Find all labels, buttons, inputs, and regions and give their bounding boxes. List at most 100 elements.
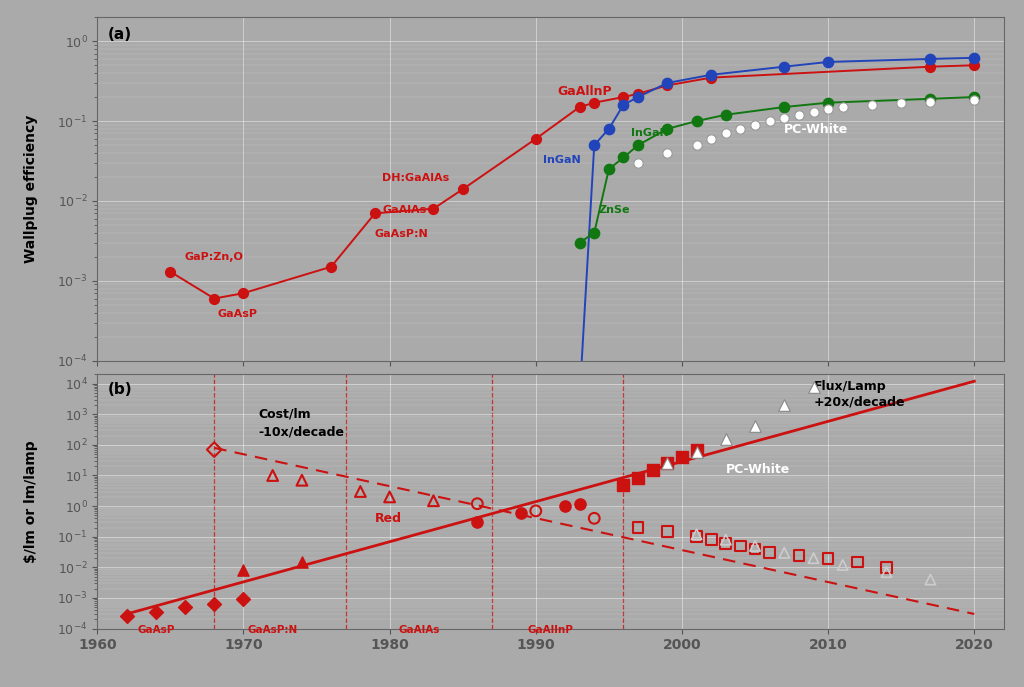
Point (659, 458, 676, 469)
Point (294, 556, 310, 567)
Text: InGaN: InGaN (543, 155, 581, 165)
Point (746, 541, 763, 552)
Text: +20x/decade: +20x/decade (813, 395, 905, 408)
Point (820, 104, 837, 115)
Point (469, 517, 485, 528)
Point (162, 267, 178, 278)
Point (746, 543, 763, 554)
Text: GaAlAs: GaAlAs (382, 205, 427, 215)
Text: ZnSe: ZnSe (599, 205, 630, 215)
Point (367, 208, 383, 219)
Point (776, 61, 793, 72)
Point (923, 574, 939, 585)
Point (586, 139, 602, 150)
Point (805, 106, 821, 117)
Point (835, 559, 851, 570)
Point (630, 139, 646, 150)
Point (688, 444, 705, 455)
Point (674, 451, 690, 462)
Point (923, 96, 939, 107)
Point (746, 421, 763, 432)
Point (703, 69, 720, 80)
Point (615, 100, 632, 111)
Point (820, 56, 837, 67)
Point (659, 458, 676, 469)
Point (966, 60, 982, 71)
Point (966, 94, 982, 105)
Point (718, 128, 734, 139)
Text: GaAllnP: GaAllnP (527, 625, 573, 635)
Point (236, 288, 252, 299)
Text: DH:GaAlAs: DH:GaAlAs (382, 172, 450, 183)
Point (718, 534, 734, 545)
Point (119, 611, 135, 622)
Point (732, 541, 749, 552)
Point (879, 567, 895, 578)
Point (381, 491, 397, 502)
Point (791, 109, 807, 120)
Text: GaAsP: GaAsP (217, 308, 257, 319)
Point (352, 486, 369, 497)
Text: GaAsP:N: GaAsP:N (375, 229, 429, 239)
Text: (a): (a) (109, 27, 132, 43)
Point (805, 381, 821, 392)
Point (688, 139, 705, 150)
Point (323, 261, 339, 272)
Point (147, 607, 164, 618)
Point (615, 480, 632, 491)
Text: GaP:Zn,O: GaP:Zn,O (185, 252, 244, 262)
Point (966, 52, 982, 63)
Text: Red: Red (375, 512, 402, 525)
Point (688, 531, 705, 542)
Point (571, 102, 588, 113)
Point (630, 88, 646, 99)
Point (236, 594, 252, 605)
Point (425, 203, 441, 214)
Point (513, 508, 529, 519)
Point (718, 109, 734, 120)
Point (923, 93, 939, 104)
Text: PC-White: PC-White (726, 463, 791, 476)
Text: -10x/decade: -10x/decade (258, 426, 344, 439)
Point (527, 506, 544, 517)
Point (923, 61, 939, 72)
Text: GaAlAs: GaAlAs (398, 625, 439, 635)
Point (703, 534, 720, 545)
Point (805, 552, 821, 563)
Point (177, 602, 194, 613)
Point (703, 72, 720, 83)
Y-axis label: Wallplug efficiency: Wallplug efficiency (25, 115, 38, 263)
Point (644, 464, 660, 475)
Point (586, 227, 602, 238)
Point (776, 548, 793, 559)
Text: GaAsP: GaAsP (137, 625, 174, 635)
Point (586, 513, 602, 523)
Text: PC-White: PC-White (784, 124, 849, 137)
Point (776, 112, 793, 123)
Point (630, 91, 646, 102)
Point (688, 115, 705, 126)
Point (571, 392, 588, 403)
Point (630, 522, 646, 533)
Point (762, 115, 778, 126)
Point (820, 552, 837, 563)
Point (571, 237, 588, 248)
Point (762, 548, 778, 559)
Point (264, 470, 281, 481)
Text: GaAsP:N: GaAsP:N (248, 625, 298, 635)
Point (849, 556, 865, 567)
Point (557, 501, 573, 512)
Point (718, 434, 734, 445)
Text: InGaN: InGaN (631, 128, 669, 138)
Point (746, 120, 763, 131)
Point (527, 133, 544, 144)
Point (601, 164, 617, 174)
Point (469, 498, 485, 509)
Point (893, 97, 909, 108)
Point (688, 446, 705, 457)
Point (206, 293, 222, 304)
Point (206, 444, 222, 455)
Point (791, 550, 807, 561)
Point (659, 78, 676, 89)
Point (820, 97, 837, 108)
